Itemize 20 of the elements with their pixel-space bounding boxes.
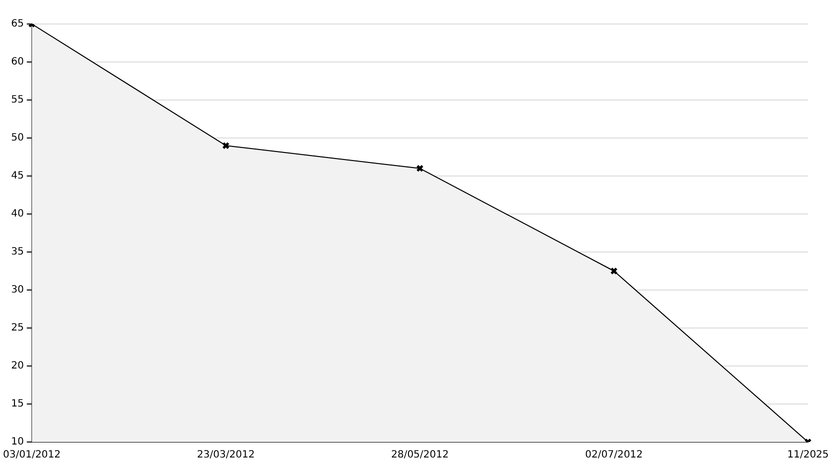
y-tick-label: 20 bbox=[11, 360, 24, 372]
y-tick-label: 35 bbox=[11, 246, 24, 258]
x-tick-label: 02/07/2012 bbox=[585, 450, 643, 461]
y-tick-label: 30 bbox=[11, 284, 24, 296]
y-tick-label: 55 bbox=[11, 94, 24, 106]
y-tick-label: 60 bbox=[11, 56, 24, 68]
x-tick-label: 23/03/2012 bbox=[197, 450, 255, 461]
point bbox=[610, 267, 618, 275]
x-tick-label: 11/2025 bbox=[787, 450, 829, 461]
y-tick-label: 50 bbox=[11, 132, 24, 144]
point bbox=[416, 164, 424, 172]
point bbox=[222, 142, 230, 150]
y-tick-label: 25 bbox=[11, 322, 24, 334]
y-tick-label: 65 bbox=[11, 18, 24, 30]
x-tick-label: 03/01/2012 bbox=[3, 450, 61, 461]
y-tick-label: 15 bbox=[11, 398, 24, 410]
x-tick-label: 28/05/2012 bbox=[391, 450, 449, 461]
y-tick-label: 40 bbox=[11, 208, 24, 220]
y-tick-label: 10 bbox=[11, 436, 24, 448]
y-tick-label: 45 bbox=[11, 170, 24, 182]
